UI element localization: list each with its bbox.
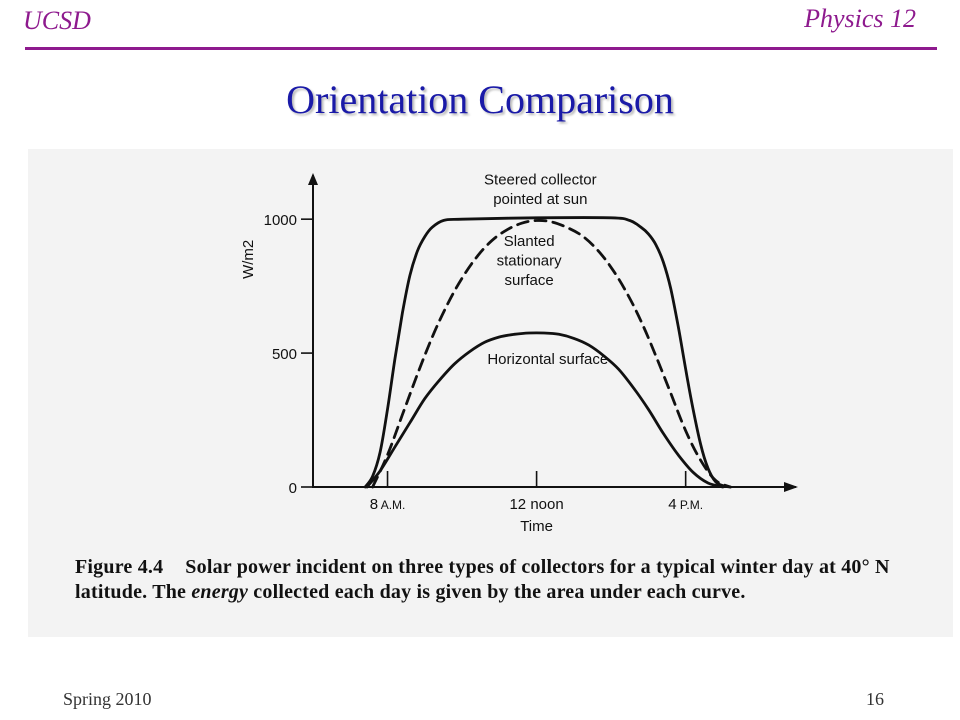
solar-power-chart: W/m2 Time 0 500 1000 8 A.M. 12 noon 4 P.M. Ste… <box>240 171 798 535</box>
y-axis-arrow <box>308 173 318 185</box>
annotation-label: Steered collector pointed at sun <box>484 171 597 208</box>
x-tick-label: 4 P.M. <box>668 496 703 513</box>
x-axis-label: Time <box>520 518 553 535</box>
annotations-layer: Steered collector pointed at sun Slanted st… <box>484 171 608 367</box>
header-divider <box>25 47 937 50</box>
caption-text-part2: collected each day is given by the area … <box>253 581 746 603</box>
figure-panel: W/m2 Time 0 500 1000 8 A.M. 12 noon 4 P.M. Ste… <box>28 149 953 637</box>
series-line-steered-collector-pointed-at-sun <box>363 216 732 489</box>
x-axis-arrow <box>784 482 798 492</box>
page-number: 16 <box>866 689 884 709</box>
ticks-layer: 0 500 1000 8 A.M. 12 noon 4 P.M. <box>264 212 703 513</box>
figure-number: Figure 4.4 <box>75 556 164 578</box>
y-tick-label: 1000 <box>264 212 297 229</box>
y-tick-label: 500 <box>272 346 297 363</box>
footer-date: Spring 2010 <box>63 689 152 709</box>
figure-caption: Figure 4.4 Solar power incident on three … <box>75 555 935 605</box>
series-line-horizontal-surface <box>365 331 725 489</box>
caption-emphasis: energy <box>191 581 249 603</box>
caption-text-part1: Solar power incident on three types of c… <box>75 556 890 603</box>
series-layer <box>363 216 732 489</box>
axes-layer: W/m2 Time <box>240 173 798 535</box>
header-left-text: UCSD <box>23 6 91 35</box>
annotation-label: Slanted stationary surface <box>497 233 563 289</box>
y-axis-label: W/m2 <box>240 240 257 279</box>
y-tick-label: 0 <box>289 480 297 497</box>
x-tick-label: 12 noon <box>509 496 563 513</box>
series-line-slanted-stationary-surface <box>371 219 732 489</box>
x-tick-label: 8 A.M. <box>370 496 406 513</box>
annotation-label: Horizontal surface <box>487 351 608 368</box>
slide-title: Orientation Comparison <box>286 77 674 122</box>
header-right-text: Physics 12 <box>804 4 916 33</box>
